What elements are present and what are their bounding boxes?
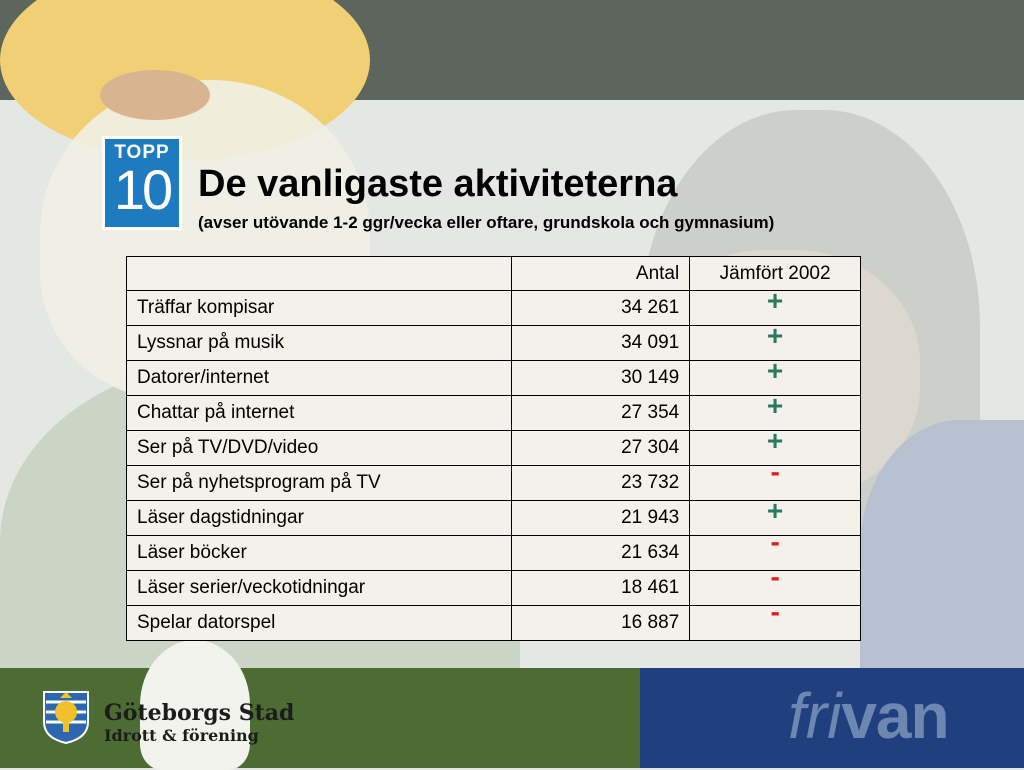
topp10-badge-line1: TOPP: [114, 142, 170, 163]
frivan-logo: frivan: [788, 676, 950, 756]
table-row: Chattar på internet 27 354 +: [126, 391, 861, 431]
change-cell: -: [689, 597, 861, 641]
change-cell: +: [689, 426, 861, 466]
activity-cell: Chattar på internet: [126, 395, 512, 431]
table-row: Ser på TV/DVD/video 27 304 +: [126, 426, 861, 466]
count-cell: 34 261: [510, 290, 691, 326]
increase-indicator: +: [766, 354, 784, 386]
activity-cell: Träffar kompisar: [126, 290, 512, 326]
count-cell: 34 091: [510, 325, 691, 361]
count-cell: 23 732: [510, 465, 691, 501]
background-figure-hair-left: [100, 70, 210, 120]
change-cell: +: [689, 496, 861, 536]
count-cell: 27 354: [510, 395, 691, 431]
count-cell: 21 943: [510, 500, 691, 536]
decrease-indicator: -: [770, 560, 780, 592]
organization-subtitle: Idrott & förening: [104, 726, 259, 745]
increase-indicator: +: [766, 389, 784, 421]
table-row: Lyssnar på musik 34 091 +: [126, 321, 861, 361]
count-cell: 21 634: [510, 535, 691, 571]
activity-cell: Läser serier/veckotidningar: [126, 570, 512, 606]
footer-blue-band: [640, 668, 1024, 768]
background-figure-body-right: [860, 420, 1024, 680]
background-cone-shape: [140, 640, 250, 770]
page-title: De vanligaste aktiviteterna: [198, 163, 678, 205]
count-cell: 18 461: [510, 570, 691, 606]
increase-indicator: +: [766, 494, 784, 526]
table-row: Läser serier/veckotidningar 18 461 -: [126, 562, 861, 606]
increase-indicator: +: [766, 284, 784, 316]
footer-green-band: [0, 668, 640, 768]
topp10-badge-line2: 10: [113, 158, 173, 221]
table-row: Ser på nyhetsprogram på TV 23 732 -: [126, 457, 861, 501]
change-cell: -: [689, 457, 861, 501]
change-cell: +: [689, 321, 861, 361]
decrease-indicator: -: [770, 595, 780, 627]
table-row: Spelar datorspel 16 887 -: [126, 597, 861, 641]
table-row: Träffar kompisar 34 261 +: [126, 286, 861, 326]
activity-cell: Läser dagstidningar: [126, 500, 512, 536]
column-header-activity: [126, 256, 512, 291]
column-header-count: Antal: [510, 256, 691, 291]
goteborg-crest-icon: [43, 691, 89, 744]
table-row: Läser böcker 21 634 -: [126, 527, 861, 571]
activity-cell: Ser på TV/DVD/video: [126, 430, 512, 466]
activity-cell: Spelar datorspel: [126, 605, 512, 641]
table-header-row: Antal Jämfört 2002: [126, 256, 861, 291]
decrease-indicator: -: [770, 525, 780, 557]
table-row: Datorer/internet 30 149 +: [126, 356, 861, 396]
increase-indicator: +: [766, 424, 784, 456]
change-cell: +: [689, 391, 861, 431]
increase-indicator: +: [766, 319, 784, 351]
activities-table: Antal Jämfört 2002 Träffar kompisar 34 26…: [126, 256, 861, 641]
count-cell: 30 149: [510, 360, 691, 396]
organization-name: Göteborgs Stad: [104, 700, 295, 726]
activity-cell: Ser på nyhetsprogram på TV: [126, 465, 512, 501]
count-cell: 27 304: [510, 430, 691, 466]
activity-cell: Datorer/internet: [126, 360, 512, 396]
frivan-logo-part2: van: [841, 680, 949, 752]
decrease-indicator: -: [770, 455, 780, 487]
frivan-logo-part1: fri: [788, 680, 842, 752]
table-body: Träffar kompisar 34 261 + Lyssnar på musik 3…: [126, 286, 861, 641]
page-subtitle: (avser utövande 1-2 ggr/vecka eller ofta…: [198, 213, 775, 232]
topp10-badge: TOPP 10: [102, 136, 182, 230]
count-cell: 16 887: [510, 605, 691, 641]
activity-cell: Läser böcker: [126, 535, 512, 571]
activity-cell: Lyssnar på musik: [126, 325, 512, 361]
change-cell: +: [689, 286, 861, 326]
table-row: Läser dagstidningar 21 943 +: [126, 496, 861, 536]
